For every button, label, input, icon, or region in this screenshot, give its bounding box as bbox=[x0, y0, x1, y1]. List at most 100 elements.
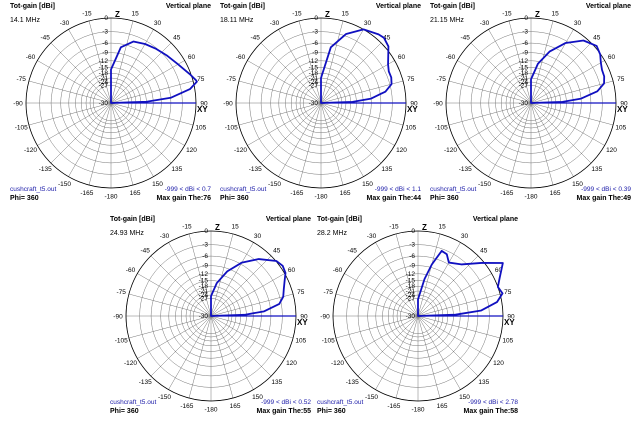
grid-spoke bbox=[530, 102, 574, 177]
grid-spoke bbox=[530, 102, 554, 186]
angle-tick-label: -45 bbox=[347, 248, 357, 255]
grid-spoke bbox=[417, 233, 441, 317]
angle-tick-label: 75 bbox=[197, 76, 205, 83]
chart-title: Tot-gain [dBi] bbox=[110, 216, 155, 223]
radial-tick-label: -15 bbox=[309, 65, 319, 72]
angle-tick-label: -105 bbox=[15, 124, 28, 131]
grid-spoke bbox=[320, 102, 364, 177]
grid-spoke bbox=[210, 315, 272, 377]
radial-tick-label: -27 bbox=[406, 295, 416, 302]
radial-tick-label: -12 bbox=[199, 271, 209, 278]
radial-tick-label: -30 bbox=[406, 313, 416, 320]
grid-spoke bbox=[110, 102, 194, 126]
grid-spoke bbox=[298, 102, 322, 186]
angle-tick-label: 60 bbox=[608, 54, 616, 61]
grid-spoke bbox=[357, 315, 419, 377]
radial-tick-label: -3 bbox=[202, 242, 208, 249]
angle-tick-label: 60 bbox=[398, 54, 406, 61]
grid-spoke bbox=[320, 80, 404, 104]
angle-tick-label: -135 bbox=[459, 166, 472, 173]
radial-tick-label: -9 bbox=[102, 50, 108, 57]
grid-spoke bbox=[530, 29, 574, 104]
grid-spoke bbox=[417, 273, 492, 317]
radial-tick-label: -27 bbox=[99, 82, 109, 89]
grid-spoke bbox=[110, 102, 185, 146]
grid-spoke bbox=[247, 102, 322, 146]
radial-tick-label: -15 bbox=[519, 65, 529, 72]
polar-plot: -15 15-30 30-45 45-60 60-75 75-90 90-105 105-12… bbox=[430, 3, 631, 202]
angle-tick-label: -120 bbox=[124, 360, 137, 367]
grid-spoke bbox=[210, 315, 234, 399]
plane-label: Vertical plane bbox=[376, 3, 421, 10]
angle-tick-label: 120 bbox=[493, 360, 504, 367]
angle-tick-label: 105 bbox=[405, 124, 416, 131]
grid-spoke bbox=[68, 29, 112, 104]
angle-tick-label: -135 bbox=[346, 379, 359, 386]
zenith-label: Z bbox=[115, 10, 120, 19]
grid-spoke bbox=[417, 255, 479, 317]
angle-tick-label: 75 bbox=[297, 289, 305, 296]
grid-spoke bbox=[320, 29, 364, 104]
radial-tick-label: -24 bbox=[519, 79, 529, 86]
grid-spoke bbox=[320, 102, 382, 164]
angle-tick-label: -135 bbox=[249, 166, 262, 173]
grid-spoke bbox=[128, 293, 212, 317]
angle-tick-label: 45 bbox=[383, 35, 391, 42]
angle-tick-label: -105 bbox=[435, 124, 448, 131]
grid-spoke bbox=[417, 315, 461, 390]
plane-label: Vertical plane bbox=[166, 3, 211, 10]
angle-tick-label: -150 bbox=[58, 181, 71, 188]
angle-tick-label: -150 bbox=[268, 181, 281, 188]
grid-spoke bbox=[298, 20, 322, 104]
grid-spoke bbox=[168, 315, 212, 390]
grid-spoke bbox=[530, 102, 605, 146]
chart-title: Tot-gain [dBi] bbox=[220, 3, 265, 10]
angle-tick-label: -15 bbox=[82, 11, 92, 18]
angle-tick-label: 45 bbox=[480, 248, 488, 255]
angle-tick-label: -45 bbox=[460, 35, 470, 42]
grid-spoke bbox=[150, 315, 212, 377]
angle-tick-label: 90 bbox=[300, 313, 308, 320]
radial-tick-label: -30 bbox=[309, 100, 319, 107]
grid-spoke bbox=[417, 315, 492, 359]
grid-spoke bbox=[260, 102, 322, 164]
angle-tick-label: -15 bbox=[389, 224, 399, 231]
angle-tick-label: 15 bbox=[438, 224, 446, 231]
angle-tick-label: 15 bbox=[131, 11, 139, 18]
angle-tick-label: 75 bbox=[617, 76, 625, 83]
grid-spoke bbox=[50, 42, 112, 104]
grid-spoke bbox=[28, 102, 112, 126]
grid-spoke bbox=[210, 242, 254, 317]
radial-tick-label: -30 bbox=[99, 100, 109, 107]
angle-tick-label: 105 bbox=[195, 124, 206, 131]
angle-tick-label: 165 bbox=[230, 403, 241, 410]
radial-tick-label: -12 bbox=[519, 58, 529, 65]
angle-tick-label: -15 bbox=[182, 224, 192, 231]
phi-label: Phi= 360 bbox=[317, 408, 346, 415]
radial-tick-label: -18 bbox=[519, 70, 529, 77]
angle-tick-label: 165 bbox=[437, 403, 448, 410]
grid-spoke bbox=[50, 102, 112, 164]
angle-tick-label: -60 bbox=[126, 267, 136, 274]
radial-tick-label: -9 bbox=[202, 263, 208, 270]
file-label: cushcraft_t5.out bbox=[10, 186, 56, 193]
grid-spoke bbox=[137, 273, 212, 317]
gain-range-label: -999 < dBi < 1.1 bbox=[375, 186, 422, 193]
plane-label: Vertical plane bbox=[586, 3, 631, 10]
grid-spoke bbox=[210, 315, 254, 390]
grid-spoke bbox=[335, 293, 419, 317]
angle-tick-label: -90 bbox=[13, 100, 23, 107]
grid-spoke bbox=[320, 102, 344, 186]
phi-label: Phi= 360 bbox=[10, 195, 39, 202]
zenith-label: Z bbox=[325, 10, 330, 19]
radial-tick-label: -6 bbox=[102, 40, 108, 47]
frequency-label: 18.11 MHz bbox=[220, 17, 254, 24]
angle-tick-label: 30 bbox=[254, 233, 262, 240]
angle-tick-label: -45 bbox=[40, 35, 50, 42]
radial-tick-label: 0 bbox=[524, 15, 528, 22]
angle-tick-label: 15 bbox=[551, 11, 559, 18]
phi-label: Phi= 360 bbox=[110, 408, 139, 415]
angle-tick-label: -30 bbox=[60, 20, 70, 27]
angle-tick-label: 90 bbox=[507, 313, 515, 320]
radial-tick-label: -15 bbox=[199, 278, 209, 285]
